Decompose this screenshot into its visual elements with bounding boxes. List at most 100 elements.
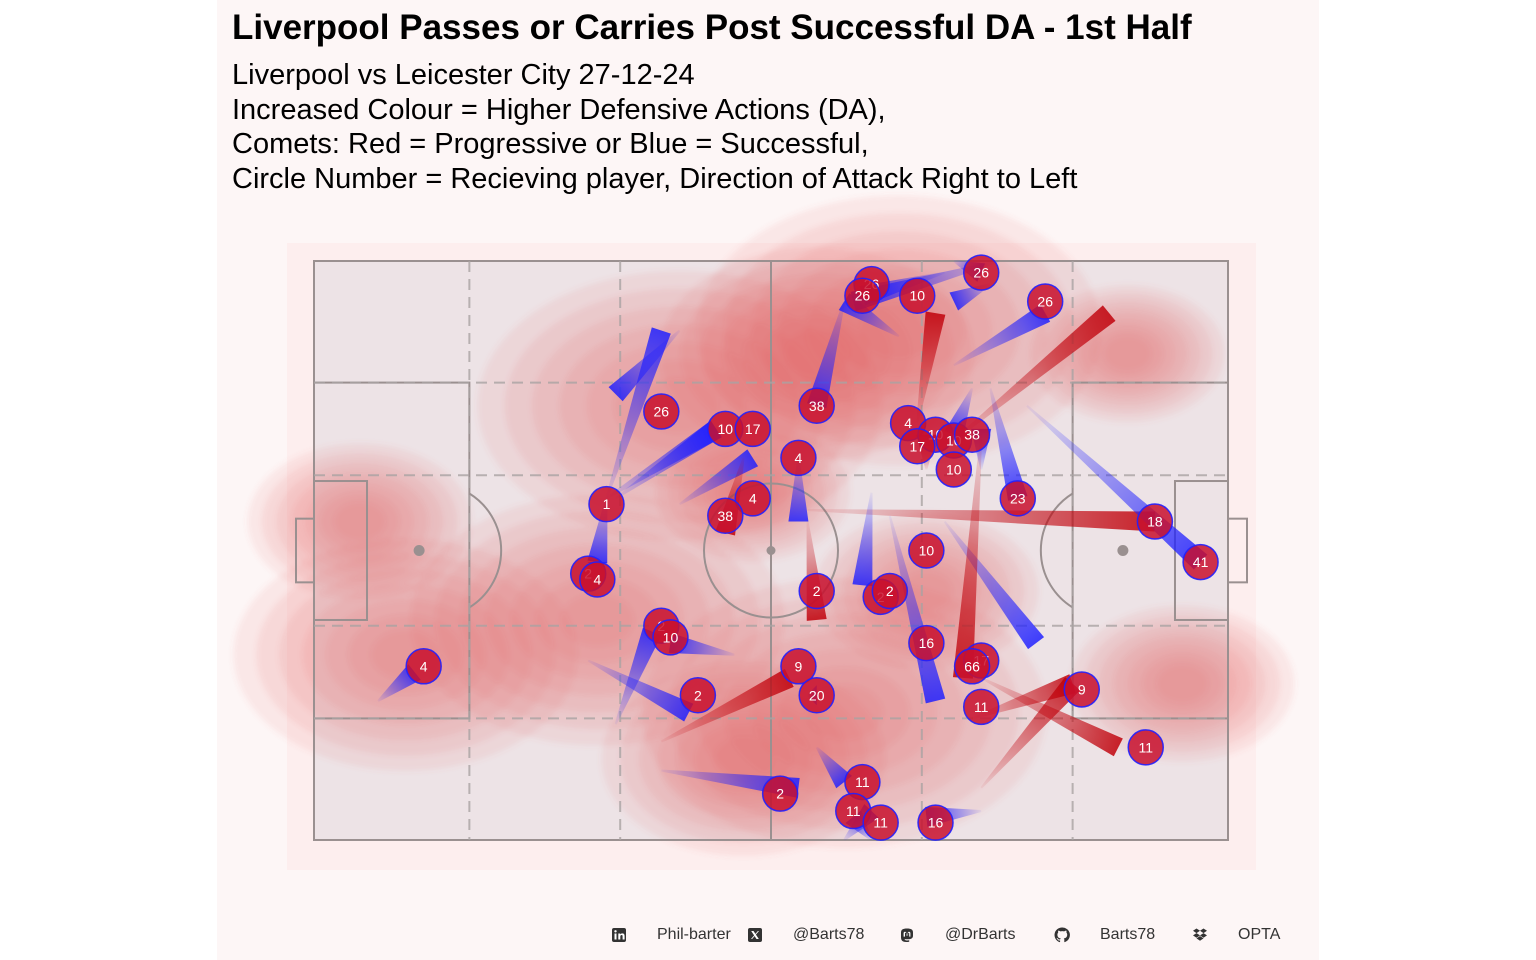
comet-successful [953, 304, 1051, 367]
receiver-marker [908, 532, 945, 569]
receiver-label: 4 [420, 658, 428, 674]
receiver-label: 18 [1147, 514, 1163, 530]
receiver-label: 11 [1138, 739, 1153, 755]
penalty-arc-right [1039, 492, 1074, 609]
footer-source: OPTA [1238, 926, 1281, 943]
comet-successful [587, 659, 694, 722]
receiver-label: 38 [964, 427, 980, 443]
receiver-label: 2 [886, 583, 894, 599]
subtitle-line-2: Increased Colour = Higher Defensive Acti… [232, 94, 886, 126]
receiver-marker [908, 624, 945, 662]
receiver-label: 26 [973, 265, 989, 281]
density-contour [713, 736, 775, 782]
receiver-label: 2 [694, 687, 702, 703]
receiver-label: 23 [1010, 490, 1026, 506]
receiver-marker [707, 497, 744, 535]
receiver-label: 16 [928, 815, 944, 831]
receiver-label: 66 [964, 658, 980, 674]
receiver-label: 26 [1037, 294, 1053, 310]
comet-successful [614, 627, 662, 725]
receiver-marker [962, 254, 1000, 291]
pitch-markings [295, 260, 1248, 841]
receiver-label: 4 [795, 450, 803, 466]
receiver-label: 9 [795, 658, 803, 674]
penalty-spot-left [413, 545, 425, 556]
receiver-marker [798, 387, 835, 424]
comet-successful [852, 492, 873, 587]
receiver-label: 10 [663, 629, 679, 645]
density-contour [333, 501, 386, 542]
subtitle-line-4: Circle Number = Recieving player, Direct… [232, 163, 1078, 195]
receiver-marker [953, 416, 991, 453]
receiver-label: 1 [603, 496, 611, 512]
receiver-label: 10 [946, 461, 962, 477]
subtitle-line-1: Liverpool vs Leicester City 27-12-24 [232, 59, 695, 91]
receiver-marker [917, 804, 954, 841]
footer: Phil-barter @Barts78 @DrBarts Barts78 OP… [0, 922, 1536, 950]
receiver-label: 41 [1193, 554, 1209, 570]
centre-spot [766, 546, 776, 555]
x-twitter-icon [748, 928, 762, 942]
receiver-marker [898, 428, 936, 465]
receiver-label: 17 [745, 421, 761, 437]
receiver-marker [1182, 543, 1219, 581]
receiver-label: 16 [919, 635, 935, 651]
comet-progressive [916, 311, 946, 424]
comet-successful [679, 449, 759, 506]
density-contour [1103, 335, 1152, 372]
density-contour [1156, 663, 1209, 704]
penalty-arc-left [468, 492, 503, 609]
comet-progressive [952, 434, 983, 679]
goal-right [1227, 517, 1248, 584]
receiver-marker [734, 410, 771, 448]
receiver-marker [953, 648, 991, 685]
github-icon [1054, 927, 1070, 943]
dropbox-icon [1193, 928, 1207, 941]
receiver-label: 2 [813, 583, 821, 599]
receiver-marker [579, 561, 616, 598]
footer-x-handle: @Barts78 [793, 926, 865, 943]
receiver-marker [962, 688, 1000, 726]
comet-progressive [980, 677, 1081, 789]
receiver-label: 26 [654, 404, 670, 420]
receiver-label: 4 [904, 415, 912, 431]
comet-progressive [660, 668, 794, 743]
receiver-label: 11 [974, 699, 989, 715]
comet-successful [807, 301, 846, 409]
receiver-label: 26 [855, 288, 871, 304]
receiver-label: 20 [809, 687, 825, 703]
receiver-marker [1063, 671, 1101, 708]
comet-progressive [980, 676, 1123, 757]
receiver-marker [862, 804, 899, 841]
receiver-label: 11 [855, 774, 870, 790]
comet-progressive [807, 508, 1156, 532]
receiver-marker [780, 648, 817, 685]
receiver-label: 4 [749, 490, 757, 506]
receiver-label: 10 [718, 421, 734, 437]
receiver-marker [734, 480, 771, 517]
goal-left [295, 517, 315, 584]
mastodon-icon [901, 928, 913, 942]
linkedin-icon [612, 928, 626, 942]
receiver-marker [871, 572, 909, 610]
footer-mastodon: @DrBarts [945, 926, 1016, 943]
receiver-label: 10 [909, 288, 925, 304]
receiver-marker [898, 277, 936, 314]
receiver-marker [999, 480, 1037, 517]
receiver-marker [844, 277, 881, 314]
receiver-marker [798, 677, 835, 714]
receiver-marker [405, 648, 442, 685]
comets-layer [377, 260, 1208, 841]
chart-title: Liverpool Passes or Carries Post Success… [232, 8, 1192, 47]
subtitle-line-3: Comets: Red = Progressive or Blue = Succ… [232, 128, 869, 160]
comet-successful [605, 327, 671, 499]
comet-successful [815, 746, 852, 789]
receiver-marker [1127, 729, 1164, 766]
receiver-label: 11 [846, 803, 861, 819]
comet-successful [788, 457, 809, 522]
receivers-layer: 2626102626382610174101710381044138231824… [405, 254, 1219, 841]
receiver-marker [652, 619, 689, 656]
footer-linkedin: Phil-barter [657, 926, 731, 943]
receiver-marker [1136, 503, 1174, 540]
